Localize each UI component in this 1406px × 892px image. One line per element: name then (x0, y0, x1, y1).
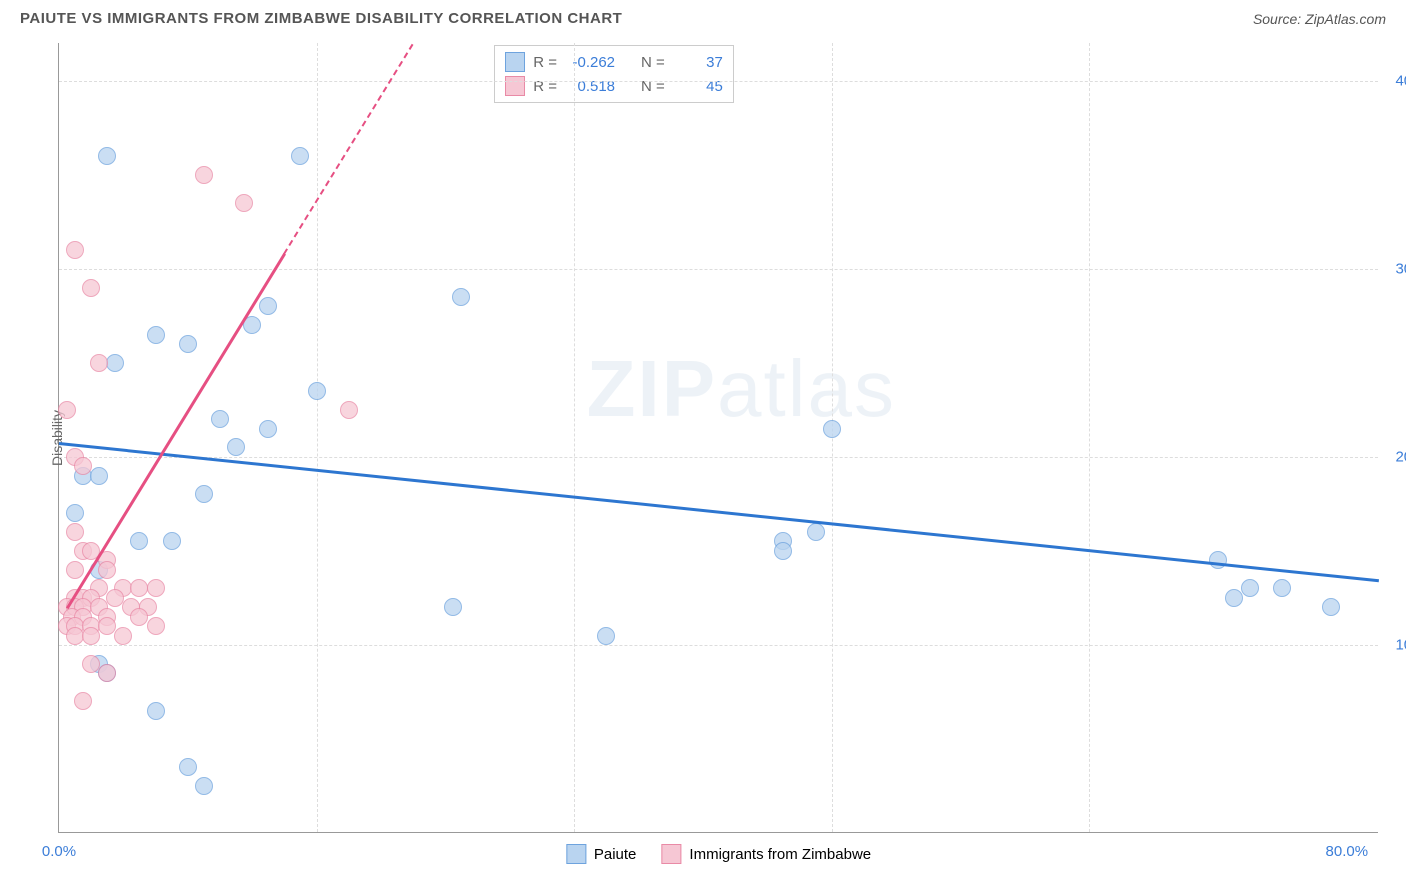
data-point (195, 777, 213, 795)
data-point (98, 617, 116, 635)
data-point (106, 354, 124, 372)
legend-item: Paiute (566, 844, 637, 864)
y-tick-label: 10.0% (1383, 636, 1406, 653)
data-point (1225, 589, 1243, 607)
bottom-legend: Paiute Immigrants from Zimbabwe (566, 844, 871, 864)
data-point (66, 241, 84, 259)
y-gridline (59, 645, 1378, 646)
data-point (66, 504, 84, 522)
data-point (1209, 551, 1227, 569)
y-gridline (59, 457, 1378, 458)
x-tick-label: 80.0% (1326, 843, 1369, 860)
legend-swatch (505, 76, 525, 96)
legend-item: Immigrants from Zimbabwe (661, 844, 871, 864)
y-tick-label: 30.0% (1383, 260, 1406, 277)
data-point (147, 702, 165, 720)
data-point (1322, 598, 1340, 616)
data-point (90, 354, 108, 372)
data-point (195, 485, 213, 503)
source-label: Source: (1253, 11, 1305, 27)
data-point (452, 288, 470, 306)
data-point (179, 335, 197, 353)
legend-swatch (661, 844, 681, 864)
data-point (74, 457, 92, 475)
legend-label: Immigrants from Zimbabwe (689, 846, 871, 863)
y-gridline (59, 269, 1378, 270)
data-point (82, 655, 100, 673)
data-point (235, 194, 253, 212)
legend-swatch (505, 52, 525, 72)
data-point (774, 542, 792, 560)
chart-header: PAIUTE VS IMMIGRANTS FROM ZIMBABWE DISAB… (0, 0, 1406, 33)
data-point (444, 598, 462, 616)
data-point (98, 147, 116, 165)
data-point (130, 608, 148, 626)
y-gridline (59, 81, 1378, 82)
data-point (82, 627, 100, 645)
data-point (291, 147, 309, 165)
data-point (66, 561, 84, 579)
data-point (106, 589, 124, 607)
data-point (597, 627, 615, 645)
x-gridline (317, 43, 318, 832)
data-point (823, 420, 841, 438)
data-point (308, 382, 326, 400)
trend-line (59, 442, 1379, 582)
x-gridline (574, 43, 575, 832)
data-point (147, 617, 165, 635)
source-value: ZipAtlas.com (1305, 11, 1386, 27)
data-point (82, 279, 100, 297)
data-point (227, 438, 245, 456)
data-point (58, 401, 76, 419)
watermark-bold: ZIP (587, 344, 717, 433)
x-gridline (1089, 43, 1090, 832)
data-point (66, 523, 84, 541)
stats-r-value: -0.262 (565, 54, 615, 71)
data-point (74, 692, 92, 710)
data-point (163, 532, 181, 550)
y-tick-label: 20.0% (1383, 448, 1406, 465)
legend-label: Paiute (594, 846, 637, 863)
data-point (130, 532, 148, 550)
x-tick-label: 0.0% (42, 843, 76, 860)
data-point (98, 664, 116, 682)
data-point (1241, 579, 1259, 597)
source-attribution: Source: ZipAtlas.com (1253, 11, 1386, 27)
data-point (211, 410, 229, 428)
watermark-light: atlas (717, 344, 896, 433)
stats-n-label: N = (641, 54, 665, 71)
trend-line (66, 254, 285, 610)
y-tick-label: 40.0% (1383, 72, 1406, 89)
data-point (179, 758, 197, 776)
data-point (98, 561, 116, 579)
stats-n-value: 37 (673, 54, 723, 71)
chart-title: PAIUTE VS IMMIGRANTS FROM ZIMBABWE DISAB… (20, 10, 622, 27)
stats-legend-box: R = -0.262 N = 37 R =0.518N =45 (494, 45, 734, 103)
stats-row: R =0.518N =45 (505, 74, 723, 98)
legend-swatch (566, 844, 586, 864)
stats-r-label: R = (533, 54, 557, 71)
data-point (147, 326, 165, 344)
data-point (340, 401, 358, 419)
data-point (807, 523, 825, 541)
data-point (259, 297, 277, 315)
plot-area: Disability ZIPatlas R =-0.262N =37R =0.5… (58, 43, 1378, 833)
data-point (90, 467, 108, 485)
data-point (1273, 579, 1291, 597)
data-point (147, 579, 165, 597)
data-point (114, 627, 132, 645)
stats-row: R = -0.262 N = 37 (505, 50, 723, 74)
data-point (195, 166, 213, 184)
data-point (259, 420, 277, 438)
watermark: ZIPatlas (587, 343, 896, 435)
